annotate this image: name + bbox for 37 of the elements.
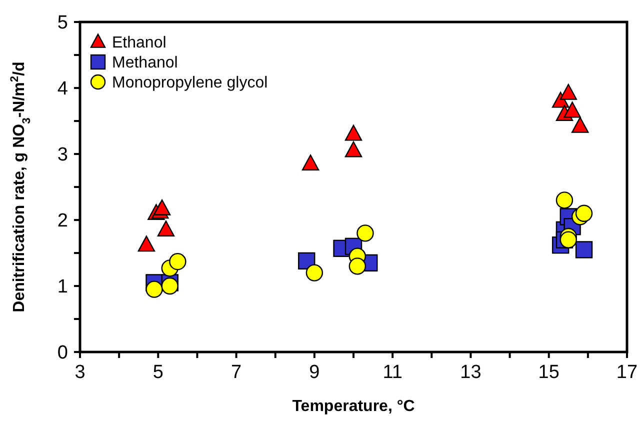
point xyxy=(348,258,366,275)
legend-label: Ethanol xyxy=(112,34,166,52)
point xyxy=(302,154,320,170)
x-tick-label: 3 xyxy=(74,362,86,383)
y-tick-label: 1 xyxy=(57,276,68,298)
point xyxy=(560,231,577,248)
x-axis-title: Temperature, °C xyxy=(292,398,416,415)
point xyxy=(169,252,186,270)
x-tick-label: 15 xyxy=(538,362,560,383)
y-tick-label: 0 xyxy=(57,342,68,364)
point xyxy=(560,84,577,100)
legend-label: Monopropylene glycol xyxy=(112,74,268,92)
point xyxy=(153,199,171,216)
y-tick-label: 5 xyxy=(57,12,68,34)
x-tick-label: 11 xyxy=(382,362,402,383)
legend-label: Methanol xyxy=(112,54,178,72)
y-tick-label: 2 xyxy=(57,210,68,232)
point xyxy=(575,241,593,258)
point xyxy=(306,264,324,282)
point xyxy=(556,192,574,209)
y-tick-label: 3 xyxy=(57,144,68,166)
point xyxy=(356,224,374,242)
point xyxy=(344,124,362,141)
point xyxy=(138,236,156,252)
x-tick-label: 13 xyxy=(460,362,482,383)
point xyxy=(161,277,178,295)
x-tick-label: 7 xyxy=(230,362,242,383)
x-tick-label: 5 xyxy=(152,362,164,383)
point xyxy=(146,280,163,298)
x-tick-label: 17 xyxy=(616,362,638,383)
x-tick-label: 9 xyxy=(309,362,320,383)
point xyxy=(572,116,589,133)
point xyxy=(575,204,593,222)
y-tick-label: 4 xyxy=(57,78,68,100)
point xyxy=(344,141,362,158)
point xyxy=(157,220,175,236)
point xyxy=(564,102,581,118)
